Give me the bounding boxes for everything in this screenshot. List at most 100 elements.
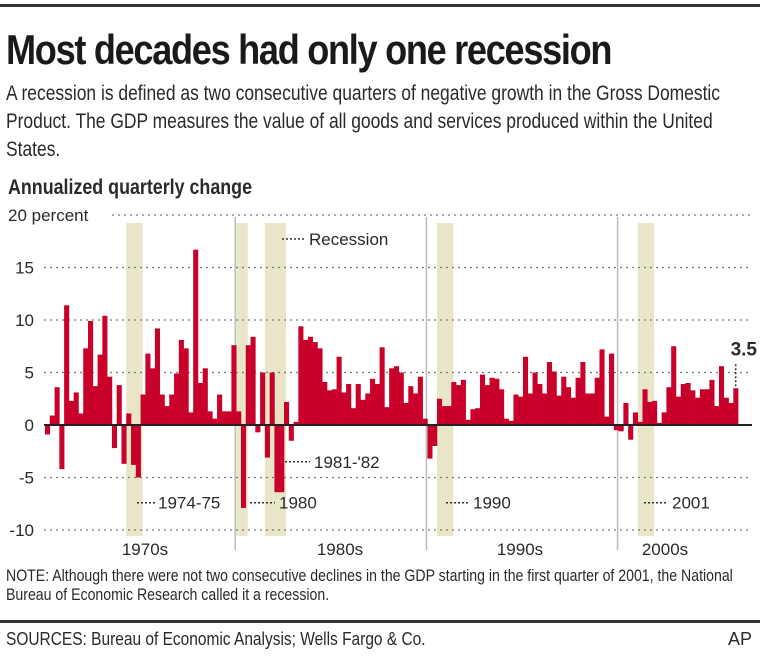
bar xyxy=(675,396,682,425)
bar xyxy=(221,411,227,425)
bar xyxy=(260,372,266,425)
bar xyxy=(661,412,667,425)
bar xyxy=(169,394,175,425)
y-tick-label: 20 percent xyxy=(8,206,89,225)
y-tick-label: 0 xyxy=(25,416,34,435)
bar xyxy=(317,348,323,425)
bar xyxy=(346,384,352,425)
bar xyxy=(479,374,486,425)
bar xyxy=(154,328,161,425)
bar xyxy=(126,413,132,425)
bar xyxy=(609,353,615,425)
bar xyxy=(470,409,476,425)
y-tick-labels: 20 percent 15 10 5 0 -5 -10 xyxy=(8,206,89,540)
bar xyxy=(704,389,710,425)
bar xyxy=(417,376,423,425)
bar xyxy=(475,408,481,425)
bar xyxy=(245,345,251,425)
bar xyxy=(456,385,462,425)
y-tick-label: -10 xyxy=(9,521,34,540)
bar xyxy=(403,402,409,425)
bar xyxy=(102,315,108,425)
bar xyxy=(685,383,691,425)
bar xyxy=(336,356,342,425)
recession-band-3 xyxy=(436,223,454,536)
bar xyxy=(566,387,572,425)
decade-labels: 1970s 1980s 1990s 2000s xyxy=(122,540,688,559)
bar xyxy=(709,379,715,425)
bar xyxy=(322,381,328,425)
bar xyxy=(508,420,514,425)
bar xyxy=(666,387,672,425)
bar xyxy=(140,394,146,425)
bar xyxy=(723,397,729,425)
bar xyxy=(718,366,725,425)
bar xyxy=(107,376,113,425)
decade-label: 1970s xyxy=(122,540,168,559)
bar xyxy=(150,368,156,425)
bar xyxy=(111,425,117,449)
recession-band-0 xyxy=(126,223,143,536)
bar xyxy=(73,392,79,425)
y-tick-label: 5 xyxy=(25,364,34,383)
bar xyxy=(365,393,371,425)
bar xyxy=(561,376,567,425)
bar xyxy=(279,425,285,493)
chart-title: Most decades had only one recession xyxy=(6,26,613,73)
bar xyxy=(116,385,122,425)
bar xyxy=(374,384,380,425)
bar xyxy=(518,396,524,425)
bar xyxy=(647,401,653,425)
bar xyxy=(193,249,199,425)
bar xyxy=(131,425,137,465)
bar xyxy=(714,406,720,425)
recession-annotations: 1974-75 1980 1981-'82 1990 2001 3.5 xyxy=(137,340,757,513)
recession-band-1 xyxy=(236,223,248,536)
bottom-rule xyxy=(0,620,760,623)
bar xyxy=(255,425,261,433)
credit: AP xyxy=(727,629,752,649)
bar xyxy=(594,377,600,425)
bar xyxy=(441,406,447,425)
bar xyxy=(389,368,395,425)
bar xyxy=(671,346,677,425)
bar xyxy=(484,385,490,425)
bar xyxy=(652,400,658,425)
bar xyxy=(494,378,500,425)
bar xyxy=(585,393,591,425)
recession-bands xyxy=(126,223,655,536)
bar xyxy=(699,389,705,425)
bar xyxy=(599,349,605,425)
bar xyxy=(436,398,443,425)
decade-label: 1990s xyxy=(497,540,543,559)
bar xyxy=(83,348,89,425)
bar xyxy=(202,368,208,425)
sources: SOURCES: Bureau of Economic Analysis; We… xyxy=(6,629,426,649)
bar xyxy=(503,418,509,425)
bar xyxy=(288,425,294,441)
bar xyxy=(489,377,495,425)
bar xyxy=(355,384,361,425)
recession-annotation: 2001 xyxy=(672,494,710,513)
bars xyxy=(45,249,739,508)
recession-annotation: 1974-75 xyxy=(158,494,220,513)
recession-annotation: 1990 xyxy=(473,494,511,513)
bar xyxy=(570,397,576,425)
bar xyxy=(284,401,290,425)
bar xyxy=(632,412,639,425)
bar xyxy=(637,421,643,425)
decade-label: 2000s xyxy=(642,540,688,559)
bar xyxy=(384,407,390,425)
bar xyxy=(589,393,595,425)
bar xyxy=(556,395,562,425)
bar xyxy=(121,425,127,464)
y-tick-label: -5 xyxy=(19,469,34,488)
bar xyxy=(446,406,452,425)
bar xyxy=(240,425,247,508)
bar xyxy=(178,339,184,425)
bar xyxy=(135,425,141,478)
bar xyxy=(360,399,366,425)
bar xyxy=(64,305,70,425)
bar xyxy=(499,389,505,425)
bar xyxy=(250,336,256,425)
